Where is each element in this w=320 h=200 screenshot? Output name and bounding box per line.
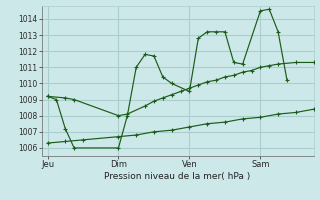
X-axis label: Pression niveau de la mer( hPa ): Pression niveau de la mer( hPa ) bbox=[104, 172, 251, 181]
